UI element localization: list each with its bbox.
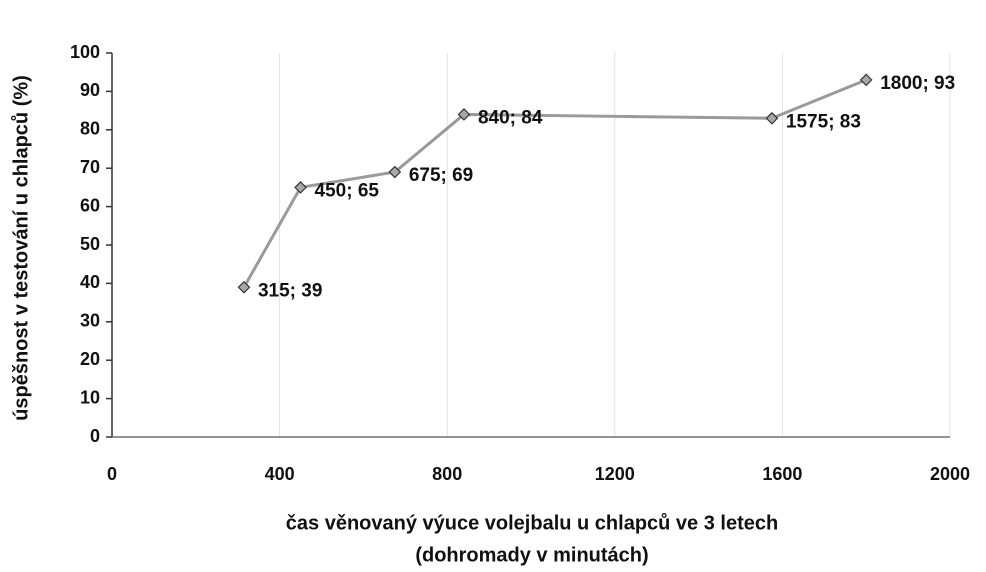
y-tick-label: 70 bbox=[80, 157, 100, 177]
data-label: 675; 69 bbox=[409, 165, 473, 186]
y-tick-label: 0 bbox=[90, 426, 100, 446]
data-point bbox=[294, 181, 307, 194]
x-tick-label: 1200 bbox=[595, 464, 635, 484]
data-point bbox=[457, 108, 471, 121]
y-tick-label: 80 bbox=[80, 119, 100, 139]
y-tick-label: 20 bbox=[80, 349, 100, 369]
x-tick-label: 800 bbox=[432, 464, 462, 484]
x-tick-label: 0 bbox=[107, 464, 117, 484]
y-axis-title: úspěšnost v testování u chlapců (%) bbox=[10, 75, 32, 421]
x-tick-label: 1600 bbox=[762, 464, 802, 484]
y-tick-label: 100 bbox=[70, 42, 100, 62]
data-point bbox=[859, 73, 873, 87]
data-label: 840; 84 bbox=[478, 107, 543, 128]
x-axis-title: čas věnovaný výuce volejbalu u chlapců v… bbox=[286, 512, 778, 534]
series-line bbox=[242, 78, 867, 288]
y-tick-label: 40 bbox=[80, 272, 100, 292]
y-tick-label: 60 bbox=[80, 195, 100, 215]
x-tick-label: 400 bbox=[265, 464, 295, 484]
data-point bbox=[388, 165, 402, 179]
data-label: 1800; 93 bbox=[880, 73, 955, 94]
data-label: 1575; 83 bbox=[786, 111, 861, 132]
x-axis-title: (dohromady v minutách) bbox=[415, 544, 648, 566]
x-tick-label: 2000 bbox=[930, 464, 970, 484]
y-tick-label: 10 bbox=[80, 387, 100, 407]
data-point bbox=[237, 280, 251, 294]
y-tick-label: 30 bbox=[80, 311, 100, 331]
data-label: 315; 39 bbox=[258, 280, 322, 301]
y-tick-label: 50 bbox=[80, 234, 100, 254]
data-label: 450; 65 bbox=[315, 180, 380, 201]
y-tick-label: 90 bbox=[80, 80, 100, 100]
data-point bbox=[765, 111, 779, 125]
